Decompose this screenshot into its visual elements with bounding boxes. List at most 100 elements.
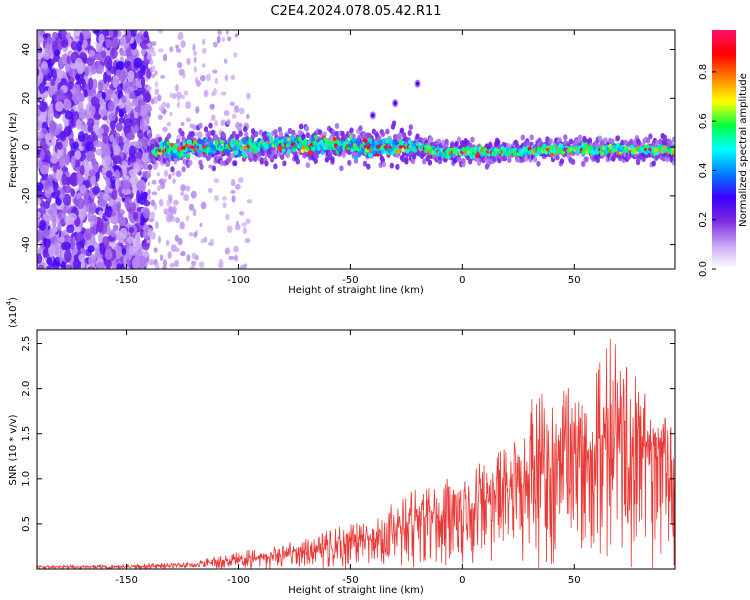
- heatmap-cell: [61, 173, 68, 186]
- heatmap-cell: [570, 159, 576, 166]
- heatmap-cell: [238, 211, 245, 216]
- heatmap-cell: [118, 117, 126, 124]
- heatmap-cell: [81, 78, 86, 88]
- heatmap-cell: [163, 170, 169, 177]
- heatmap-cell: [175, 217, 181, 224]
- heatmap-cell: [363, 138, 368, 144]
- heatmap-cell: [465, 146, 470, 151]
- heatmap-cell: [158, 105, 164, 112]
- heatmap-cell: [40, 164, 49, 175]
- heatmap-cell: [279, 154, 285, 161]
- heatmap-cell: [37, 67, 40, 77]
- heatmap-cell: [154, 88, 160, 96]
- heatmap-cell: [151, 179, 157, 185]
- heatmap-cell: [147, 103, 151, 111]
- heatmap-cell: [175, 84, 179, 92]
- heatmap-cell: [84, 30, 91, 39]
- heatmap-cell: [92, 223, 97, 237]
- heatmap-cell: [216, 38, 221, 44]
- heatmap-cell: [113, 144, 121, 154]
- heatmap-cell: [128, 91, 136, 100]
- heatmap-cell: [122, 165, 128, 178]
- heatmap-cell: [166, 132, 172, 139]
- heatmap-cell: [203, 236, 208, 243]
- x-tick-label: -150: [115, 575, 138, 586]
- heatmap-cell: [173, 259, 180, 268]
- heatmap-cell: [395, 163, 400, 170]
- heatmap-cell: [127, 70, 135, 83]
- heatmap-cell: [150, 73, 156, 79]
- heatmap-cell: [427, 159, 433, 166]
- x-tick-label: 50: [568, 575, 581, 586]
- heatmap-cell: [281, 148, 286, 153]
- heatmap-cell: [146, 86, 152, 91]
- heatmap-cell: [123, 118, 133, 129]
- heatmap-cell: [254, 131, 259, 138]
- heatmap-cell: [121, 95, 127, 104]
- heatmap-cell: [175, 48, 182, 53]
- colorbar-gradient: [712, 30, 736, 269]
- heatmap-cell: [436, 138, 442, 145]
- heatmap-cell: [266, 131, 271, 137]
- heatmap-cell: [324, 156, 330, 163]
- heatmap-cell: [223, 110, 230, 117]
- heatmap-cell: [193, 231, 198, 238]
- heatmap-cell: [104, 155, 112, 167]
- heatmap-cell: [121, 188, 131, 195]
- heatmap-cell: [59, 130, 66, 141]
- heatmap-cell: [118, 136, 124, 145]
- heatmap-cell: [115, 122, 123, 132]
- heatmap-cell: [200, 74, 206, 82]
- heatmap-cell: [51, 136, 57, 147]
- heatmap-cell: [150, 98, 155, 105]
- heatmap-cell: [68, 212, 77, 222]
- heatmap-cell: [222, 149, 227, 154]
- heatmap-cell: [37, 198, 42, 206]
- heatmap-cell: [156, 172, 161, 177]
- y-tick-label: -20: [21, 188, 32, 204]
- heatmap-cell: [192, 208, 197, 217]
- heatmap-cell: [161, 265, 167, 269]
- heatmap-cell: [193, 50, 198, 56]
- heatmap-cell: [98, 33, 105, 45]
- heatmap-cell: [206, 73, 211, 82]
- heatmap-cell: [74, 226, 82, 233]
- heatmap-cell: [174, 247, 180, 253]
- heatmap-cell: [169, 262, 175, 268]
- heatmap-cell: [128, 245, 134, 256]
- heatmap-cell: [603, 137, 608, 144]
- heatmap-cell: [400, 156, 406, 163]
- heatmap-cell: [177, 94, 181, 102]
- heatmap-cell: [192, 124, 197, 131]
- heatmap-cell: [615, 135, 621, 142]
- heatmap-cell: [277, 126, 283, 133]
- heatmap-cell: [143, 200, 151, 207]
- heatmap-cell: [56, 189, 61, 197]
- heatmap-cell: [175, 44, 179, 49]
- heatmap-cell: [235, 223, 241, 231]
- heatmap-cell: [147, 50, 151, 57]
- heatmap-cell: [233, 245, 239, 253]
- heatmap-cell: [246, 113, 250, 120]
- heatmap-cell: [64, 249, 72, 263]
- heatmap-cell: [416, 81, 420, 86]
- heatmap-cell: [135, 140, 143, 149]
- heatmap-cell: [47, 85, 57, 96]
- heatmap-cell: [378, 139, 383, 145]
- heatmap-cell: [153, 96, 158, 105]
- heatmap-cell: [381, 161, 387, 168]
- heatmap-cell: [75, 83, 81, 95]
- heatmap-cell: [584, 156, 589, 163]
- heatmap-cell: [56, 141, 63, 150]
- heatmap-cell: [210, 129, 215, 136]
- heatmap-cell: [220, 119, 226, 126]
- snr-series-line: [36, 339, 676, 571]
- heatmap-cell: [317, 129, 323, 136]
- heatmap-cell: [162, 178, 167, 184]
- heatmap-cell: [185, 117, 191, 123]
- heatmap-cell: [64, 110, 74, 120]
- heatmap-cell: [86, 151, 96, 162]
- y-tick-label: 2.5: [21, 336, 32, 352]
- heatmap-cell: [37, 211, 41, 219]
- heatmap-cell: [56, 70, 63, 79]
